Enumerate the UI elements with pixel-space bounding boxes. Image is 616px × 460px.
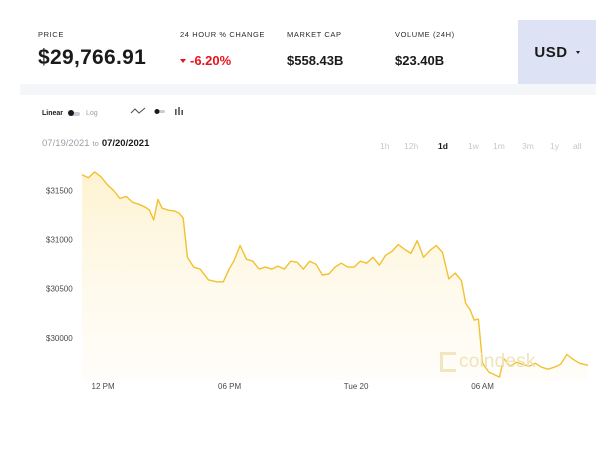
x-tick-label: 06 PM	[218, 382, 241, 391]
range-tab-1y[interactable]: 1y	[550, 141, 559, 151]
coindesk-logo-icon	[440, 352, 456, 372]
coindesk-watermark: coindesk	[440, 351, 536, 373]
line-chart-icon[interactable]	[130, 106, 146, 116]
range-tab-1d[interactable]: 1d	[438, 141, 448, 151]
price-stat: PRICE $29,766.91	[38, 30, 146, 70]
time-range-tabs: 1h 12h 1d 1w 1m 3m 1y all	[380, 141, 588, 153]
x-tick-label: 06 AM	[471, 382, 494, 391]
down-arrow-icon	[180, 58, 186, 63]
x-tick-label: Tue 20	[344, 382, 369, 391]
y-tick-label: $30500	[46, 285, 73, 294]
date-from[interactable]: 07/19/2021	[42, 138, 90, 149]
market-cap-value: $558.43B	[287, 53, 344, 68]
market-cap-label: MARKET CAP	[287, 30, 342, 39]
price-label: PRICE	[38, 30, 64, 39]
y-tick-label: $30000	[46, 334, 73, 343]
candlestick-chart-icon[interactable]	[174, 106, 184, 116]
change-stat: 24 HOUR % CHANGE -6.20%	[180, 30, 265, 68]
volume-value: $23.40B	[395, 53, 445, 68]
chevron-down-icon	[575, 50, 580, 54]
range-tab-12h[interactable]: 12h	[404, 141, 419, 151]
range-tab-1m[interactable]: 1m	[493, 141, 505, 151]
x-tick-label: 12 PM	[92, 382, 115, 391]
date-range[interactable]: 07/19/2021 to 07/20/2021	[42, 138, 149, 149]
change-label: 24 HOUR % CHANGE	[180, 30, 266, 39]
scale-log-label[interactable]: Log	[86, 110, 98, 117]
toggle-switch-icon[interactable]	[154, 106, 166, 116]
range-tab-all[interactable]: all	[573, 141, 582, 151]
currency-select[interactable]: USD	[518, 20, 596, 84]
volume-label: VOLUME (24H)	[395, 30, 455, 39]
range-tab-1w[interactable]: 1w	[468, 141, 479, 151]
date-to-word: to	[92, 139, 99, 148]
y-tick-label: $31000	[46, 236, 73, 245]
change-value: -6.20%	[190, 53, 232, 68]
market-cap-stat: MARKET CAP $558.43B	[287, 30, 343, 68]
price-area-fill	[82, 171, 588, 380]
change-value-row: -6.20%	[180, 53, 265, 68]
scale-switch[interactable]	[68, 110, 81, 116]
stats-header: PRICE $29,766.91 24 HOUR % CHANGE -6.20%…	[20, 20, 596, 84]
range-tab-3m[interactable]: 3m	[522, 141, 534, 151]
watermark-text: coindesk	[459, 351, 536, 372]
range-tab-1h[interactable]: 1h	[380, 141, 390, 151]
chart-type-selector	[130, 106, 184, 116]
scale-toggle[interactable]: Linear Log	[42, 110, 98, 117]
volume-stat: VOLUME (24H) $23.40B	[395, 30, 455, 68]
scale-linear-label[interactable]: Linear	[42, 110, 64, 117]
currency-value: USD	[534, 43, 568, 61]
price-line	[81, 171, 589, 378]
date-to[interactable]: 07/20/2021	[101, 138, 150, 149]
y-tick-label: $31500	[46, 187, 73, 196]
price-value: $29,766.91	[38, 46, 147, 69]
